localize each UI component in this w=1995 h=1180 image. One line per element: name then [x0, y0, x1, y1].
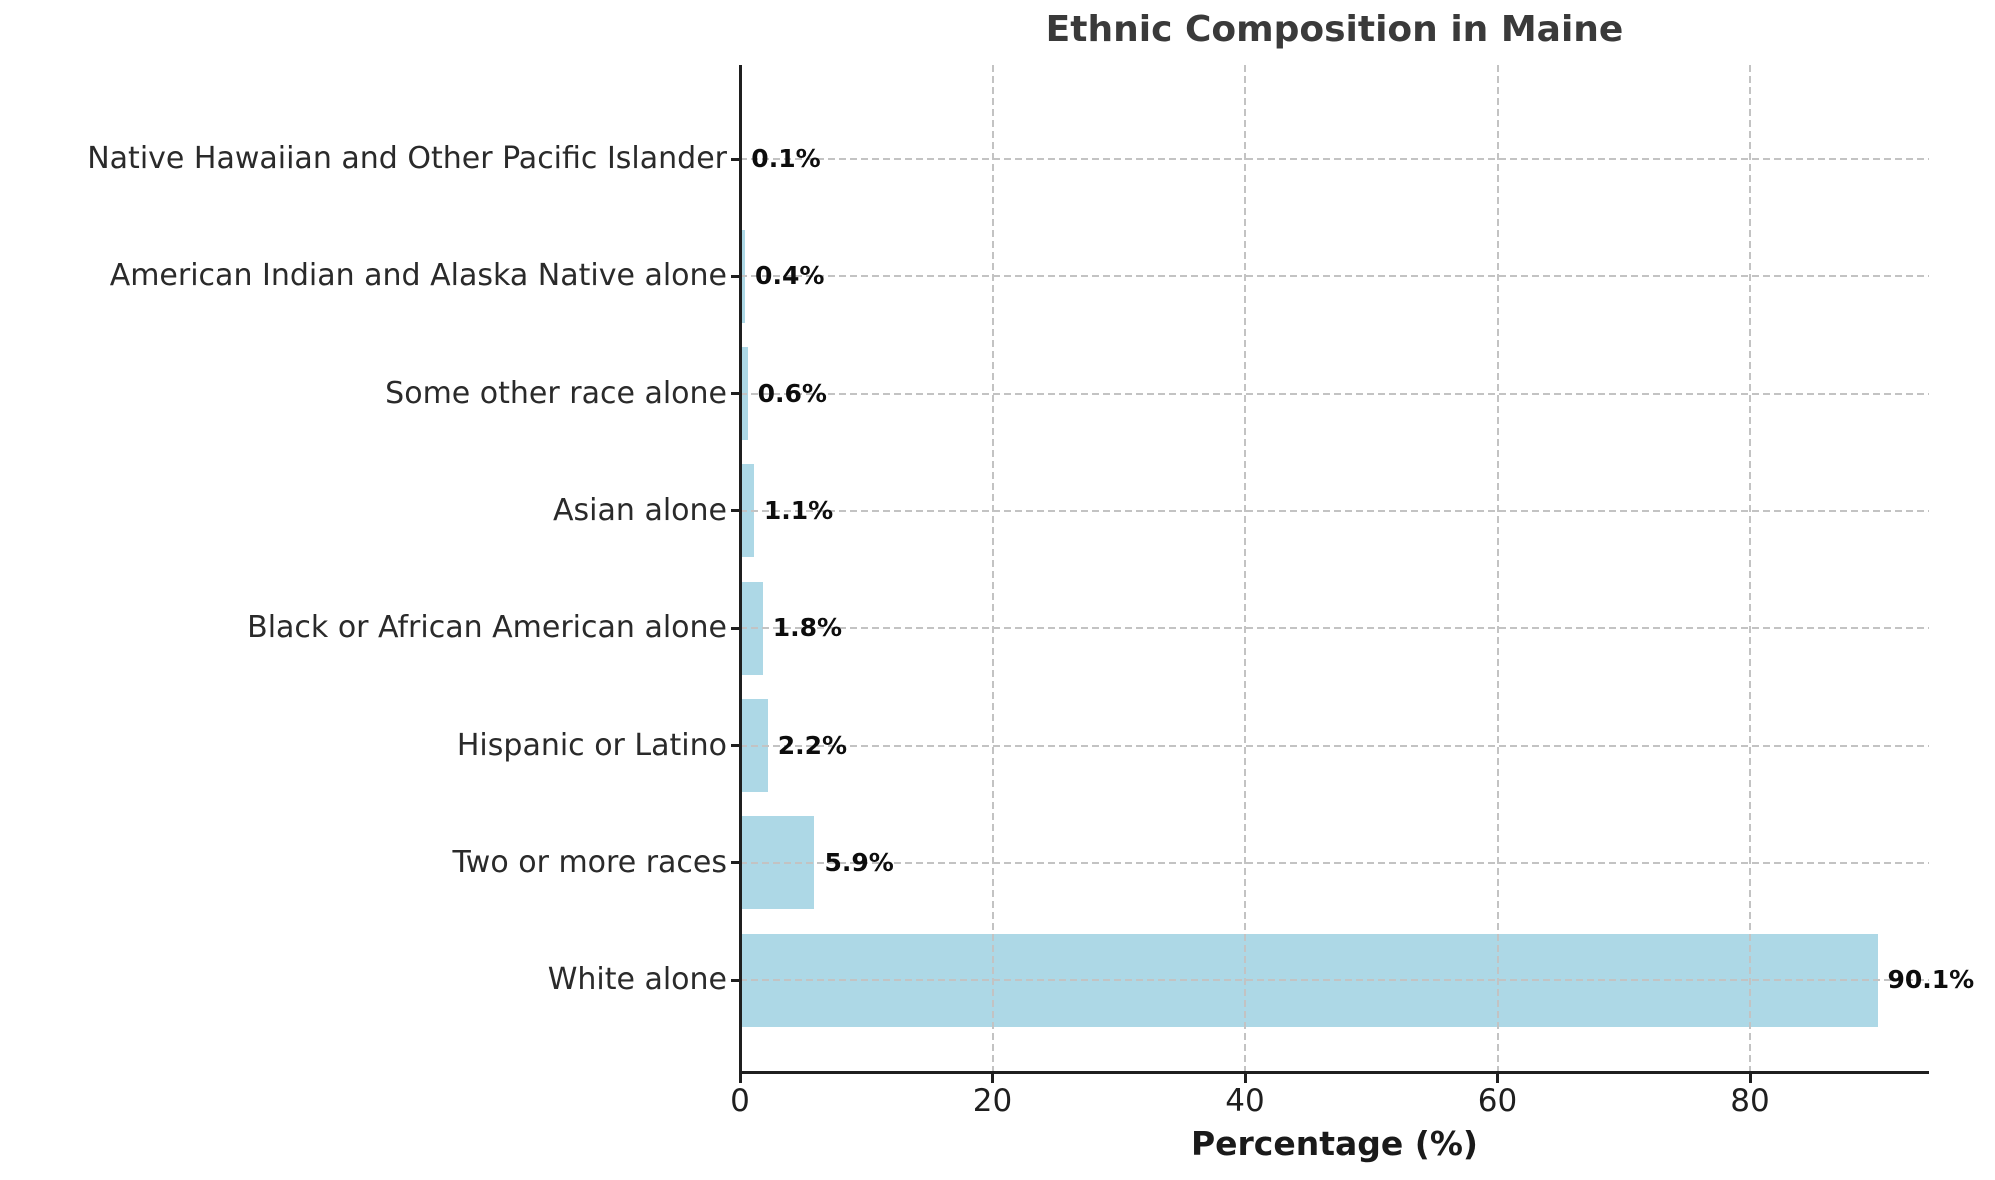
x-tick: [1496, 1073, 1499, 1083]
x-tick-label: 60: [1477, 1083, 1518, 1119]
x-tick: [1243, 1073, 1247, 1083]
value-label: 1.1%: [763, 495, 834, 525]
y-axis-line: [739, 65, 742, 1072]
y-gridline: [740, 627, 1929, 630]
x-tick: [738, 1073, 742, 1083]
y-tick: [731, 626, 740, 630]
x-axis-title: Percentage (%): [1190, 1124, 1479, 1163]
category-label: Some other race alone: [385, 375, 727, 411]
value-label: 0.1%: [751, 143, 821, 173]
value-label: 0.4%: [755, 261, 825, 291]
x-tick-label: 80: [1730, 1083, 1770, 1119]
y-gridline: [740, 275, 1929, 278]
y-tick: [731, 274, 740, 278]
y-tick: [731, 744, 740, 747]
category-label: Black or African American alone: [247, 610, 727, 646]
y-tick: [731, 861, 740, 865]
x-tick-label: 40: [1225, 1083, 1265, 1119]
x-tick: [1748, 1073, 1752, 1083]
x-gridline: [991, 65, 994, 1072]
y-gridline: [740, 979, 1929, 982]
y-gridline: [740, 744, 1929, 747]
x-tick-label: 20: [972, 1083, 1013, 1119]
y-tick: [731, 509, 740, 513]
y-tick: [731, 978, 740, 982]
x-gridline: [1496, 65, 1499, 1072]
y-gridline: [740, 861, 1929, 864]
value-label: 5.9%: [824, 847, 894, 877]
value-label: 2.2%: [777, 730, 848, 760]
category-label: Two or more races: [452, 844, 727, 880]
value-label: 1.8%: [772, 613, 843, 643]
value-label: 90.1%: [1887, 965, 1975, 995]
plot-area: 0.1% 0.4% 0.6% 1.1% 1.8% 2.2% 5.9% 90.1%: [731, 65, 1974, 1074]
category-label: American Indian and Alaska Native alone: [109, 258, 727, 294]
x-gridline: [1749, 65, 1751, 1072]
y-gridline: [740, 509, 1929, 512]
x-tick-label: 0: [730, 1083, 750, 1119]
chart-title: Ethnic Composition in Maine: [1045, 9, 1624, 50]
y-gridline: [740, 392, 1929, 395]
y-gridline: [740, 158, 1929, 160]
category-label: White alone: [547, 962, 727, 998]
value-label: 0.6%: [757, 378, 827, 408]
y-tick: [731, 392, 740, 396]
x-gridline: [1244, 65, 1246, 1072]
y-tick: [731, 157, 740, 161]
category-label: Native Hawaiian and Other Pacific Island…: [87, 141, 727, 176]
x-axis-line: [739, 1071, 1929, 1074]
category-label: Hispanic or Latino: [456, 727, 727, 763]
x-tick: [991, 1073, 994, 1083]
category-label: Asian alone: [553, 492, 727, 528]
